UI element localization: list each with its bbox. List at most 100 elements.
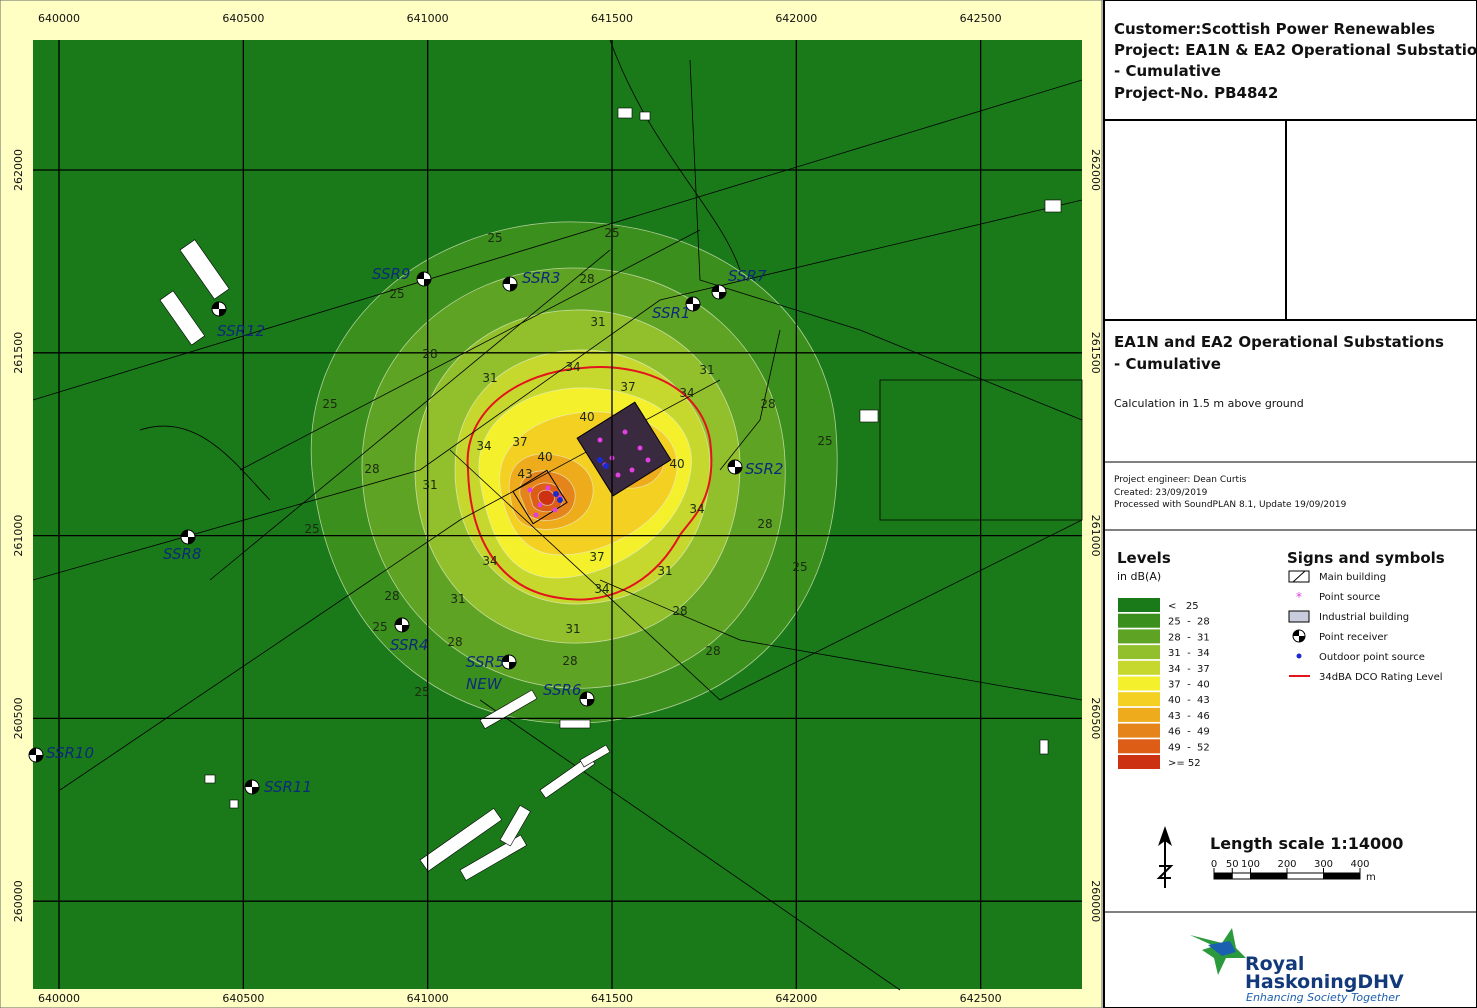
legend-label: >= 52	[1168, 758, 1201, 769]
contour-label: 40	[669, 457, 684, 471]
receiver-icon-quarter	[503, 277, 510, 284]
contour-label: 34	[679, 386, 694, 400]
x-coord-label: 641000	[407, 992, 449, 1005]
legend-swatch	[1118, 707, 1160, 722]
project-no: Project-No. PB4842	[1114, 84, 1278, 102]
contour-label: 28	[364, 462, 379, 476]
levels-title: Levels	[1117, 549, 1171, 567]
x-coord-label: 641500	[591, 12, 633, 25]
point-source	[615, 472, 621, 478]
logo-line1: Royal	[1245, 953, 1304, 975]
customer: Customer:Scottish Power Renewables	[1114, 20, 1435, 38]
building	[639, 111, 651, 121]
y-coord-label: 260000	[1089, 880, 1102, 922]
point-source	[645, 457, 651, 463]
receiver-icon-quarter	[686, 297, 693, 304]
receiver-label: SSR3	[522, 269, 560, 287]
point-source	[622, 429, 628, 435]
map-title-cont: - Cumulative	[1114, 355, 1221, 373]
symbol-label: 34dBA DCO Rating Level	[1319, 672, 1443, 683]
receiver-label: SSR12	[217, 322, 265, 340]
receiver-label: SSR4	[390, 636, 428, 654]
x-coord-label: 642000	[775, 992, 817, 1005]
contour-label: 34	[565, 360, 580, 374]
receiver-icon-quarter	[424, 279, 431, 286]
contour-label: 28	[422, 347, 437, 361]
receiver-icon-quarter	[188, 537, 195, 544]
logo-star-inner	[1208, 941, 1236, 956]
x-coord-label: 640500	[222, 992, 264, 1005]
building	[159, 290, 206, 346]
contour-label: 34	[594, 582, 609, 596]
road-line	[32, 199, 1083, 581]
contour-label: 31	[422, 478, 437, 492]
symbols-title: Signs and symbols	[1287, 549, 1445, 567]
receiver-label: SSR7	[728, 267, 767, 285]
outdoor-point-source	[557, 497, 563, 503]
map-title: EA1N and EA2 Operational Substations	[1114, 333, 1444, 351]
contour-label: 31	[590, 315, 605, 329]
road-line	[879, 379, 1083, 521]
logo-tagline: Enhancing Society Together	[1246, 991, 1401, 1004]
contour-label: 25	[372, 620, 387, 634]
point-source	[545, 485, 551, 491]
x-coord-label: 641500	[591, 992, 633, 1005]
receiver-icon-quarter	[728, 460, 735, 467]
legend-swatch	[1118, 692, 1160, 707]
logo-line2: HaskoningDHV	[1245, 971, 1404, 993]
legend-label: < 25	[1168, 601, 1199, 612]
building	[559, 719, 591, 729]
x-coord-label: 642500	[960, 992, 1002, 1005]
contour-label: 28	[384, 589, 399, 603]
legend-label: 28 - 31	[1168, 632, 1210, 643]
contour-label: 34	[482, 554, 497, 568]
contour-label: 25	[792, 560, 807, 574]
scale-segment	[1286, 872, 1324, 880]
legend-swatch	[1118, 755, 1160, 769]
symbol-point-source: *	[1296, 590, 1302, 604]
rating-level-line	[466, 366, 713, 601]
receiver-label: SSR9	[372, 265, 410, 283]
y-coord-label: 260500	[12, 697, 25, 739]
receiver-icon-quarter	[502, 655, 509, 662]
symbol-label: Industrial building	[1319, 612, 1409, 623]
receiver-label: SSR6	[543, 681, 581, 699]
contour-label: 25	[817, 434, 832, 448]
project: Project: EA1N & EA2 Operational Substati…	[1114, 41, 1477, 59]
contour-label: 25	[322, 397, 337, 411]
industrial-site	[512, 469, 568, 525]
contour-label: 40	[579, 410, 594, 424]
road-line	[139, 425, 271, 501]
point-source	[527, 487, 533, 493]
legend-swatch	[1118, 739, 1160, 754]
receiver-icon-quarter	[1299, 636, 1305, 642]
scale-segment	[1213, 872, 1233, 880]
road-line	[209, 249, 611, 581]
outdoor-point-source	[597, 457, 603, 463]
building	[229, 799, 239, 809]
industrial-site	[576, 401, 672, 497]
receiver-label: SSR1	[652, 304, 690, 322]
receiver-icon-quarter	[245, 780, 252, 787]
point-source	[629, 467, 635, 473]
scale-tick-label: 0	[1211, 859, 1217, 870]
contour-label: 28	[562, 654, 577, 668]
receiver-label: SSR5	[466, 653, 504, 671]
levels-unit: in dB(A)	[1117, 570, 1161, 583]
receiver-icon-quarter	[693, 304, 700, 311]
created: Created: 23/09/2019	[1114, 488, 1208, 498]
contour-band	[537, 489, 555, 506]
x-coord-label: 640000	[38, 992, 80, 1005]
receiver-icon-quarter	[712, 285, 719, 292]
contour-label: 34	[689, 502, 704, 516]
legend-label: 31 - 34	[1168, 648, 1210, 659]
contour-label: 34	[476, 439, 491, 453]
point-source	[637, 445, 643, 451]
legend-swatch	[1118, 676, 1160, 691]
y-coord-label: 261500	[1089, 332, 1102, 374]
contour-label: 25	[604, 226, 619, 240]
symbol-industrial-building	[1288, 610, 1310, 623]
legend-label: 46 - 49	[1168, 727, 1210, 738]
